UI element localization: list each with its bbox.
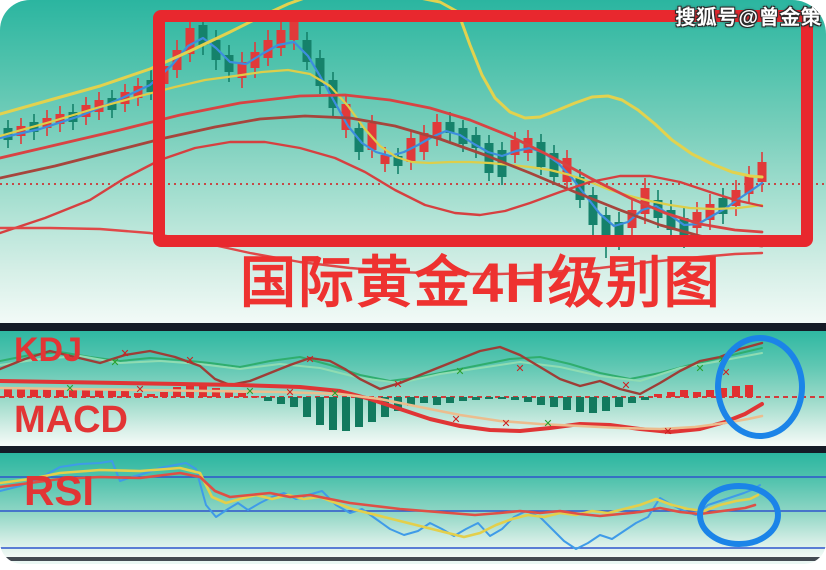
- svg-text:✕: ✕: [285, 387, 294, 399]
- kdj-macd-panel: ✕ ✕ ✕ ✕ ✕ ✕ ✕ ✕ ✕ ✕ ✕ ✕ ✕ ✕ ✕ ✕ ✕ ✕ ✕ ✕ KDJ MACD: [0, 331, 826, 446]
- svg-text:✕: ✕: [695, 363, 704, 375]
- svg-text:✕: ✕: [451, 414, 460, 426]
- svg-text:✕: ✕: [621, 380, 630, 392]
- svg-text:✕: ✕: [135, 384, 144, 396]
- svg-text:✕: ✕: [455, 366, 464, 378]
- chart-title-annotation: 国际黄金4H级别图: [240, 251, 722, 314]
- panel-divider-bottom: [0, 446, 826, 453]
- panel-divider-top: [0, 323, 826, 331]
- rsi-label: RSI: [24, 467, 95, 514]
- svg-text:✕: ✕: [65, 383, 74, 395]
- svg-text:✕: ✕: [185, 355, 194, 367]
- svg-text:✕: ✕: [543, 418, 552, 430]
- kdj-chart: ✕✕ ✕✕✕✕✕✕ ✕✕✕ ✕✕✕✕ ✕✕✕✕✕: [0, 335, 826, 439]
- rsi-chart: [0, 460, 826, 550]
- highlight-box-annotation: [153, 10, 813, 247]
- macd-label: MACD: [14, 399, 128, 441]
- svg-text:✕: ✕: [663, 426, 672, 438]
- kdj-label: KDJ: [14, 331, 83, 369]
- svg-text:✕: ✕: [393, 379, 402, 391]
- svg-text:✕: ✕: [110, 357, 119, 369]
- main-candlestick-panel: 国际黄金4H级别图 搜狐号@曾金策: [0, 0, 826, 323]
- svg-text:✕: ✕: [515, 363, 524, 375]
- svg-text:✕: ✕: [721, 367, 730, 379]
- svg-text:✕: ✕: [120, 348, 129, 360]
- svg-text:✕: ✕: [305, 354, 314, 366]
- watermark: 搜狐号@曾金策: [675, 7, 822, 29]
- image-bottom-edge: [0, 557, 826, 561]
- svg-text:✕: ✕: [330, 388, 339, 400]
- rsi-panel: RSI: [0, 453, 826, 558]
- svg-text:✕: ✕: [501, 418, 510, 430]
- svg-text:✕: ✕: [245, 386, 254, 398]
